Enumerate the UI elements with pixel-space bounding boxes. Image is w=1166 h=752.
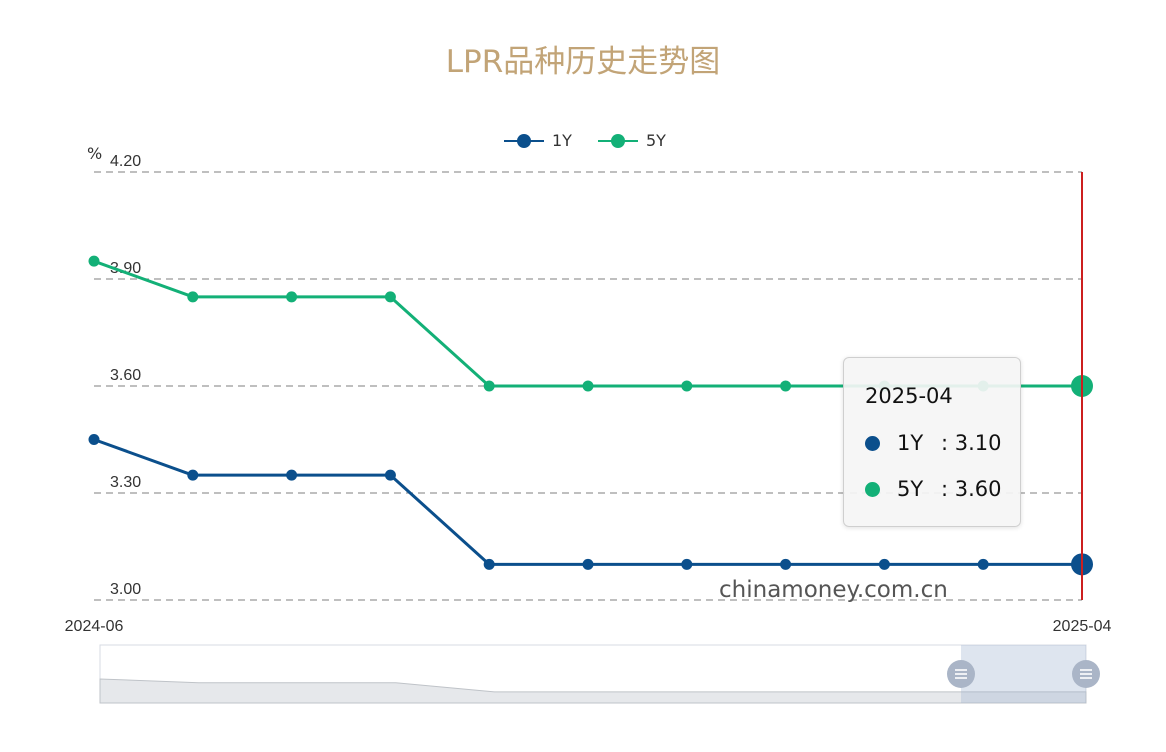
- data-point-1y: [582, 558, 594, 570]
- watermark: chinamoney.com.cn: [719, 577, 948, 603]
- data-point-5y: [582, 380, 594, 392]
- y-tick-label: 3.30: [110, 474, 141, 491]
- y-tick-labels: 3.00 3.30 3.60 3.90 4.20: [110, 153, 141, 598]
- x-tick-labels: 2024-06 2025-04: [65, 618, 1112, 635]
- y-tick-label: 3.00: [110, 581, 141, 598]
- tooltip-value-5y: : 3.60: [941, 477, 1002, 501]
- data-zoom-slider[interactable]: [99, 644, 1100, 704]
- data-point-1y: [384, 469, 396, 481]
- legend-item-5y[interactable]: 5Y: [597, 131, 666, 150]
- tooltip-title: 2025-04: [865, 384, 953, 408]
- tooltip-row-5y: 5Y : 3.60: [865, 477, 1002, 501]
- tooltip-dot-1y: [865, 435, 880, 451]
- data-point-5y: [286, 291, 298, 303]
- y-tick-label: 3.60: [110, 367, 141, 384]
- data-point-5y: [384, 291, 396, 303]
- chart-title: LPR品种历史走势图: [445, 44, 721, 80]
- y-axis-unit: %: [87, 144, 103, 163]
- zoom-selected-window: [961, 645, 1086, 703]
- legend-marker-1y: [504, 133, 544, 149]
- legend-marker-5y: [597, 133, 638, 149]
- y-tick-label: 3.90: [110, 260, 141, 277]
- y-tick-label: 4.20: [110, 153, 141, 170]
- data-point-1y: [977, 558, 989, 570]
- zoom-preview-area: [99, 678, 1087, 704]
- data-point-1y: [681, 558, 693, 570]
- legend-label-5y: 5Y: [645, 131, 666, 150]
- tooltip-row-1y: 1Y : 3.10: [865, 431, 1002, 455]
- legend: 1Y 5Y: [504, 131, 666, 150]
- data-point-5y: [483, 380, 495, 392]
- tooltip: 2025-04 1Y : 3.10 5Y : 3.60: [843, 357, 1021, 527]
- x-tick-label: 2024-06: [65, 618, 124, 635]
- tooltip-name-1y: 1Y: [897, 431, 924, 455]
- data-point-5y: [88, 255, 100, 267]
- data-point-1y: [286, 469, 298, 481]
- data-point-5y: [780, 380, 792, 392]
- data-point-1y: [187, 469, 199, 481]
- data-point-5y: [187, 291, 199, 303]
- tooltip-value-1y: : 3.10: [941, 431, 1002, 455]
- legend-item-1y[interactable]: 1Y: [504, 131, 572, 150]
- data-point-1y: [780, 558, 792, 570]
- data-point-1y: [878, 558, 890, 570]
- legend-label-1y: 1Y: [552, 131, 572, 150]
- tooltip-dot-5y: [865, 481, 880, 497]
- data-point-5y: [681, 380, 693, 392]
- tooltip-name-5y: 5Y: [897, 477, 924, 501]
- data-point-1y: [88, 434, 100, 445]
- x-tick-label: 2025-04: [1053, 618, 1112, 635]
- data-point-1y: [483, 558, 495, 570]
